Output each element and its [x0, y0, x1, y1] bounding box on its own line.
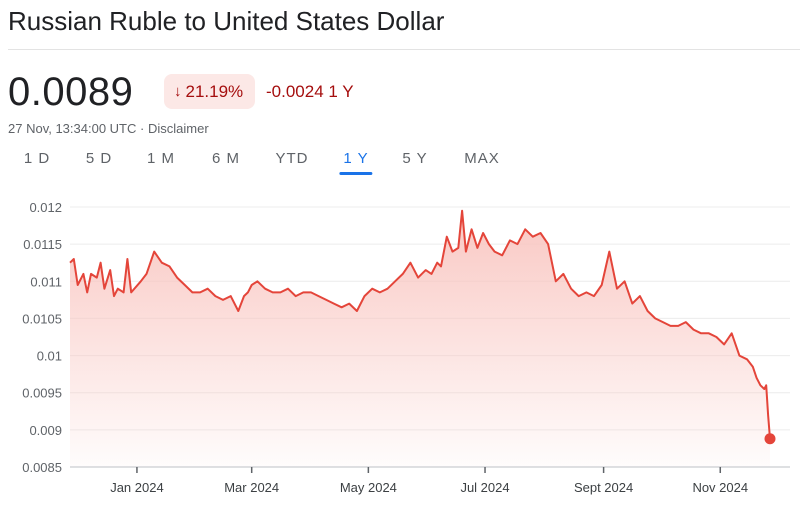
y-tick-label: 0.009 — [29, 423, 62, 438]
quote-timestamp: 27 Nov, 13:34:00 UTC — [8, 121, 137, 136]
x-tick-label: May 2024 — [340, 480, 397, 495]
tab-1m[interactable]: 1 M — [146, 150, 176, 167]
tab-max[interactable]: MAX — [464, 150, 500, 167]
tab-1d[interactable]: 1 D — [23, 150, 51, 167]
y-tick-label: 0.0115 — [23, 237, 62, 252]
price-area — [70, 210, 770, 467]
x-tick-label: Jul 2024 — [460, 480, 509, 495]
range-tabs: 1 D 5 D 1 M 6 M YTD 1 Y 5 Y MAX — [0, 150, 540, 180]
percent-change-badge: ↓ 21.19% — [164, 74, 256, 109]
page-title: Russian Ruble to United States Dollar — [8, 6, 445, 36]
header-divider — [8, 49, 800, 50]
y-tick-label: 0.012 — [29, 200, 62, 215]
arrow-down-icon: ↓ — [174, 83, 182, 100]
y-tick-label: 0.0095 — [22, 386, 62, 401]
absolute-change-value: -0.0024 — [266, 82, 324, 101]
meta-separator: · — [140, 121, 145, 136]
x-tick-label: Sept 2024 — [574, 480, 633, 495]
tab-1y[interactable]: 1 Y — [339, 150, 373, 176]
tab-5d[interactable]: 5 D — [85, 150, 113, 167]
percent-change-value: 21.19% — [185, 81, 244, 101]
price-line — [69, 209, 771, 439]
x-tick-label: Mar 2024 — [224, 480, 279, 495]
y-tick-label: 0.0105 — [22, 311, 62, 326]
y-tick-label: 0.011 — [30, 274, 62, 289]
price-chart[interactable]: 0.012 0.0115 0.011 0.0105 0.01 0.0095 0.009 0.0… — [0, 185, 800, 518]
change-period: 1 Y — [328, 82, 354, 101]
quote-meta: 27 Nov, 13:34:00 UTC · Disclaimer — [8, 121, 209, 136]
tab-5y[interactable]: 5 Y — [402, 150, 428, 167]
disclaimer-link[interactable]: Disclaimer — [147, 121, 209, 136]
tab-6m[interactable]: 6 M — [211, 150, 241, 167]
y-tick-label: 0.01 — [37, 349, 62, 364]
x-tick-label: Jan 2024 — [110, 480, 164, 495]
tab-ytd[interactable]: YTD — [275, 150, 309, 167]
y-tick-label: 0.0085 — [22, 460, 62, 475]
absolute-change: -0.0024 1 Y — [266, 82, 354, 102]
x-tick-label: Nov 2024 — [692, 480, 748, 495]
current-price: 0.0089 — [8, 70, 134, 114]
latest-price-dot — [764, 433, 776, 445]
